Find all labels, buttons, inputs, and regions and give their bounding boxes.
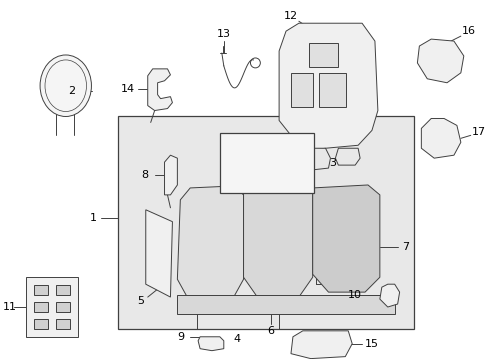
Text: 2: 2 xyxy=(68,86,75,96)
Polygon shape xyxy=(279,23,377,150)
Text: 1: 1 xyxy=(90,213,97,223)
Polygon shape xyxy=(285,148,330,170)
Polygon shape xyxy=(145,210,172,297)
Bar xyxy=(56,319,70,329)
Polygon shape xyxy=(421,118,460,158)
Polygon shape xyxy=(147,69,172,111)
Text: 8: 8 xyxy=(141,170,148,180)
Text: 16: 16 xyxy=(461,26,475,36)
Text: 13: 13 xyxy=(216,29,230,39)
Bar xyxy=(56,285,70,295)
Text: 10: 10 xyxy=(347,290,362,300)
Text: 12: 12 xyxy=(284,11,297,21)
Bar xyxy=(34,285,48,295)
Polygon shape xyxy=(198,337,224,351)
Bar xyxy=(318,73,346,107)
Text: 7: 7 xyxy=(401,243,408,252)
Text: 17: 17 xyxy=(470,127,485,138)
Polygon shape xyxy=(177,295,394,314)
Bar xyxy=(26,277,78,337)
Text: 6: 6 xyxy=(267,326,274,336)
Polygon shape xyxy=(243,185,312,297)
Bar xyxy=(290,73,312,107)
Polygon shape xyxy=(379,284,399,307)
Polygon shape xyxy=(417,39,463,83)
Bar xyxy=(308,43,338,67)
Bar xyxy=(34,319,48,329)
Bar xyxy=(220,133,313,193)
Text: 15: 15 xyxy=(364,339,378,349)
Text: 14: 14 xyxy=(121,84,135,94)
Text: 5: 5 xyxy=(137,296,144,306)
FancyBboxPatch shape xyxy=(118,116,414,329)
Polygon shape xyxy=(312,185,379,292)
Text: 4: 4 xyxy=(233,334,240,344)
Polygon shape xyxy=(335,148,359,165)
Polygon shape xyxy=(290,331,351,359)
Bar xyxy=(34,302,48,312)
Text: 11: 11 xyxy=(2,302,17,312)
Polygon shape xyxy=(177,186,243,297)
Bar xyxy=(56,302,70,312)
Text: 9: 9 xyxy=(176,332,183,342)
Ellipse shape xyxy=(40,55,91,117)
Text: 3: 3 xyxy=(328,158,335,168)
Polygon shape xyxy=(164,155,177,195)
